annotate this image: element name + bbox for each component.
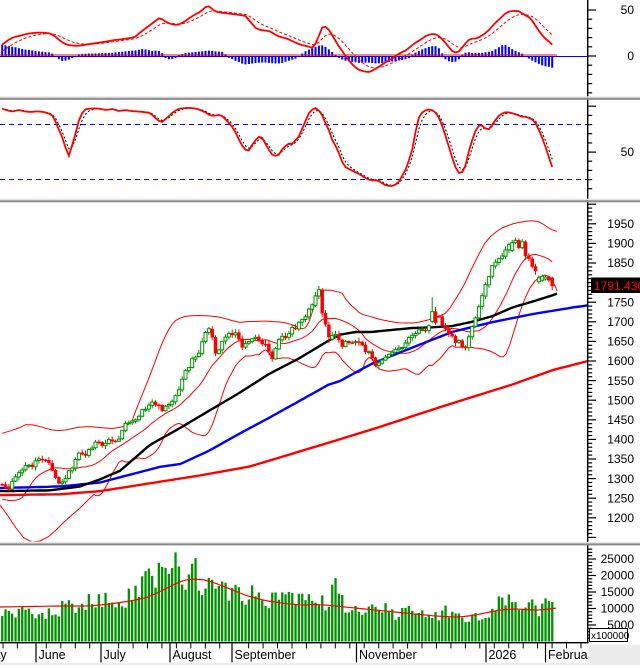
- svg-text:1400: 1400: [607, 433, 634, 447]
- svg-text:2026: 2026: [489, 648, 517, 662]
- svg-text:1300: 1300: [607, 472, 634, 486]
- svg-text:50: 50: [621, 145, 635, 159]
- svg-text:10000: 10000: [601, 602, 635, 616]
- svg-text:1500: 1500: [607, 393, 634, 407]
- svg-text:1450: 1450: [607, 413, 634, 427]
- svg-text:1200: 1200: [607, 511, 634, 525]
- svg-text:September: September: [235, 648, 296, 662]
- svg-text:1950: 1950: [607, 217, 634, 231]
- svg-text:1650: 1650: [607, 335, 634, 349]
- svg-text:20000: 20000: [601, 569, 635, 583]
- svg-text:1550: 1550: [607, 374, 634, 388]
- svg-text:June: June: [39, 648, 66, 662]
- svg-text:1791.430: 1791.430: [594, 279, 640, 293]
- svg-text:November: November: [359, 648, 417, 662]
- svg-text:25000: 25000: [601, 552, 635, 566]
- svg-text:1250: 1250: [607, 491, 634, 505]
- svg-text:May: May: [0, 648, 7, 662]
- svg-text:1700: 1700: [607, 315, 634, 329]
- svg-text:1900: 1900: [607, 237, 634, 251]
- svg-text:July: July: [104, 648, 127, 662]
- svg-text:1600: 1600: [607, 354, 634, 368]
- svg-text:x100000: x100000: [591, 631, 630, 642]
- svg-text:August: August: [173, 648, 212, 662]
- svg-text:50: 50: [621, 3, 635, 17]
- svg-text:0: 0: [627, 49, 634, 63]
- svg-text:1850: 1850: [607, 256, 634, 270]
- svg-text:1750: 1750: [607, 295, 634, 309]
- svg-text:1350: 1350: [607, 452, 634, 466]
- svg-text:Februa: Februa: [548, 648, 588, 662]
- svg-text:15000: 15000: [601, 585, 635, 599]
